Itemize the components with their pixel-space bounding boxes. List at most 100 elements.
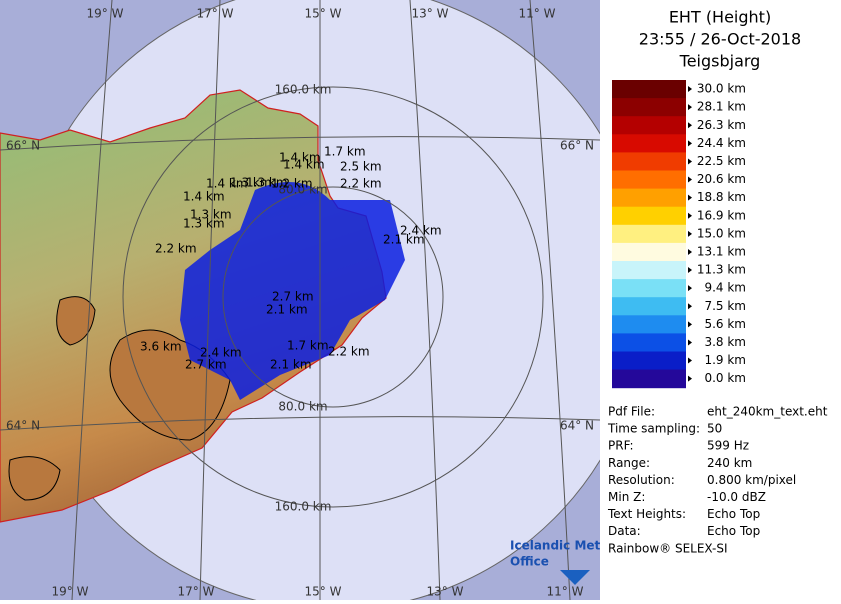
scale-tick (688, 230, 692, 237)
scale-swatch (612, 98, 686, 117)
scale-label: 11.3 km (697, 263, 746, 277)
scale-tick (688, 212, 692, 219)
scale-swatch (612, 351, 686, 371)
scale-label: 24.4 km (697, 136, 746, 150)
info-label: Pdf File: (608, 405, 655, 419)
scale-tick (688, 339, 692, 346)
scale-label: 7.5 km (704, 299, 746, 313)
scale-tick (688, 104, 692, 111)
echo-top-label: 2.7 km (185, 358, 227, 372)
scale-swatch (612, 134, 686, 153)
info-value: Echo Top (707, 507, 760, 521)
scale-label: 15.0 km (697, 226, 746, 240)
echo-top-label: 1.3 km (183, 217, 225, 231)
info-value: 599 Hz (707, 439, 749, 453)
echo-top-label: 2.2 km (340, 177, 382, 191)
scale-swatch (612, 369, 686, 389)
logo-icon (560, 570, 590, 585)
longitude-label: 15° W (305, 585, 342, 599)
scale-tick (688, 248, 692, 255)
longitude-label: 13° W (412, 7, 449, 21)
scale-tick (688, 285, 692, 292)
scale-tick (688, 375, 692, 382)
scale-tick (688, 122, 692, 129)
longitude-label: 11° W (519, 7, 556, 21)
scale-label: 5.6 km (704, 317, 746, 331)
scale-label: 28.1 km (697, 100, 746, 114)
scale-label: 26.3 km (697, 118, 746, 132)
scale-swatch (612, 80, 686, 99)
echo-top-label: 2.4 km (200, 346, 242, 360)
range-ring (122, 86, 544, 508)
glaciers (8, 296, 231, 501)
scale-tick (688, 303, 692, 310)
scale-tick (688, 140, 692, 147)
meridians (71, 0, 571, 600)
scale-swatch (612, 188, 686, 208)
echo-top-label: 2.1 km (383, 233, 425, 247)
info-label: Text Heights: (607, 507, 686, 521)
info-label: Data: (608, 524, 641, 538)
logo-text: Office (510, 555, 549, 569)
info-value: 50 (707, 422, 722, 436)
scale-tick (688, 194, 692, 201)
echo-top-label: 2.1 km (266, 303, 308, 317)
longitude-label: 17° W (178, 585, 215, 599)
scale-swatch (612, 261, 686, 280)
scale-label: 0.0 km (704, 371, 746, 385)
echoes (180, 182, 405, 400)
scale-label: 30.0 km (697, 82, 746, 96)
scale-label: 9.4 km (704, 281, 746, 295)
longitude-label: 13° W (427, 585, 464, 599)
echo-top-label: 1.3 km (246, 176, 288, 190)
range-ring (222, 186, 444, 408)
longitude-label: 19° W (87, 7, 124, 21)
scale-label: 18.8 km (697, 190, 746, 204)
info-label: Time sampling: (607, 422, 700, 436)
parallels (0, 136, 600, 431)
latitude-label: 64° N (560, 419, 594, 433)
echo-top-label: 1.4 km (206, 177, 248, 191)
echo-top-label: 1.4 km (183, 190, 225, 204)
echo-top-label: 1.4 km (279, 151, 321, 165)
ring-label: 80.0 km (278, 400, 327, 414)
ring-label: 160.0 km (275, 83, 332, 97)
scale-tick (688, 158, 692, 165)
scale-swatch (612, 170, 686, 190)
info-label: Resolution: (608, 473, 675, 487)
echo-top-label: 3.6 km (140, 340, 182, 354)
scale-label: 1.9 km (704, 353, 746, 367)
scale-label: 22.5 km (697, 154, 746, 168)
info-value: eht_240km_text.eht (707, 405, 828, 419)
panel-title: 23:55 / 26-Oct-2018 (639, 30, 801, 49)
echo-top-label: 2.4 km (400, 224, 442, 238)
longitude-label: 11° W (547, 585, 584, 599)
ring-label: 160.0 km (275, 500, 332, 514)
longitude-label: 15° W (305, 7, 342, 21)
scale-swatch (612, 242, 686, 262)
scale-label: 20.6 km (697, 172, 746, 186)
scale-swatch (612, 333, 686, 352)
scale-tick (688, 321, 692, 328)
scale-tick (688, 86, 692, 93)
scale-swatch (612, 279, 686, 298)
scale-label: 3.8 km (704, 335, 746, 349)
scale-swatch (612, 224, 686, 244)
ring-label: 80.0 km (278, 183, 327, 197)
longitude-label: 17° W (197, 7, 234, 21)
echo-top-label: 1.3 km (190, 208, 232, 222)
latitude-label: 66° N (560, 139, 594, 153)
echo-top-label: 1.2 km (271, 177, 313, 191)
echo-top-label: 1.7 km (287, 339, 329, 353)
echo-top-label: 2.5 km (340, 160, 382, 174)
scale-swatch (612, 315, 686, 334)
echo-top-label: 2.7 km (272, 290, 314, 304)
logo-text: Icelandic Met (510, 539, 601, 553)
scale-tick (688, 357, 692, 364)
info-label: Min Z: (608, 490, 645, 504)
info-label: Range: (608, 456, 650, 470)
scale-swatch (612, 206, 686, 226)
echo-top-label: 2.1 km (270, 358, 312, 372)
echo-top-label: 1.7 km (324, 145, 366, 159)
